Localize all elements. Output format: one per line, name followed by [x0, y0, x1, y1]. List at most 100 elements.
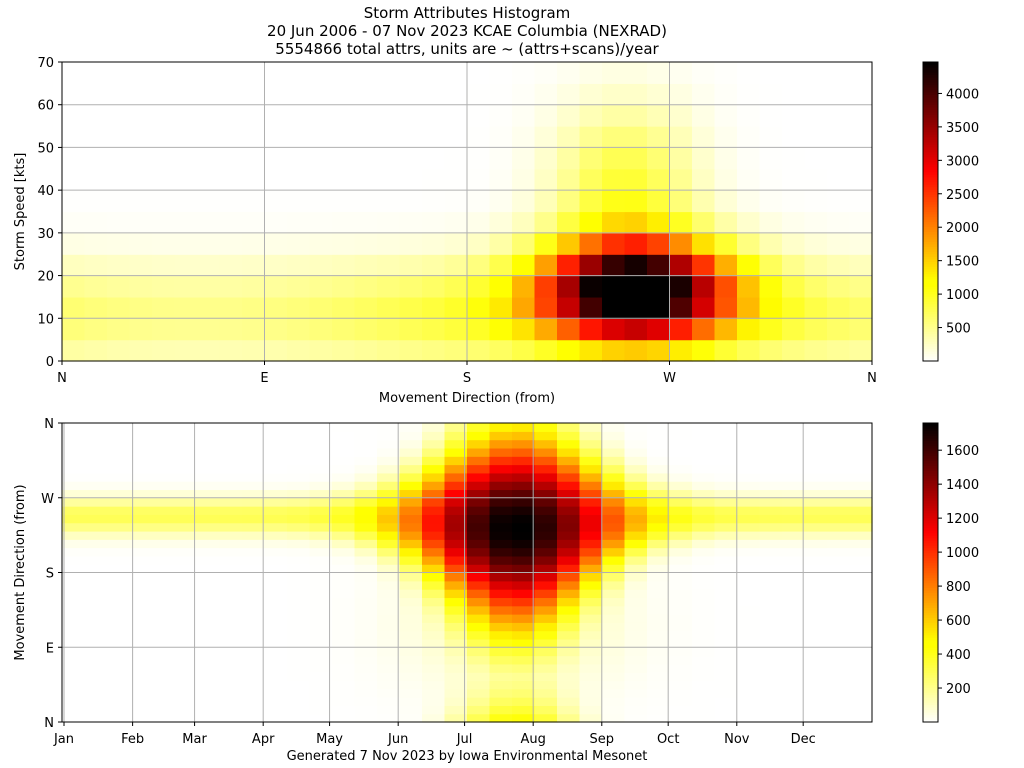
- colorbar-tick-label: 1000: [946, 288, 979, 303]
- heatmap-cell: [354, 211, 378, 234]
- heatmap-cell: [107, 447, 131, 457]
- heatmap-cell: [557, 597, 581, 607]
- heatmap-cell: [624, 506, 648, 515]
- heatmap-cell: [557, 614, 581, 623]
- heatmap-cell: [692, 713, 716, 723]
- heatmap-cell: [287, 275, 311, 298]
- colorbar-top-segment: [923, 196, 938, 200]
- heatmap-cell: [669, 104, 693, 127]
- heatmap-cell: [714, 547, 738, 557]
- heatmap-cell: [782, 339, 806, 362]
- heatmap-cell: [804, 296, 828, 319]
- heatmap-cell: [174, 497, 198, 507]
- heatmap-cell: [512, 539, 536, 549]
- colorbar-bottom-segment: [923, 530, 938, 534]
- heatmap-cell: [354, 447, 378, 457]
- heatmap-cell: [692, 168, 716, 191]
- colorbar-bottom-segment: [923, 472, 938, 476]
- heatmap-cell: [287, 168, 311, 191]
- heatmap-cell: [489, 705, 513, 715]
- heatmap-cell: [219, 83, 243, 106]
- heatmap-cell: [737, 447, 761, 457]
- heatmap-cell: [624, 622, 648, 632]
- heatmap-cell: [309, 614, 333, 623]
- heatmap-cell: [264, 232, 288, 255]
- heatmap-cell: [714, 190, 738, 213]
- heatmap-cell: [242, 168, 266, 191]
- heatmap-cell: [534, 688, 558, 698]
- heatmap-cell: [332, 555, 356, 565]
- heatmap-cell: [197, 497, 221, 507]
- heatmap-cell: [107, 539, 131, 549]
- heatmap-cell: [287, 597, 311, 607]
- heatmap-cell: [422, 497, 446, 507]
- heatmap-cell: [377, 62, 401, 84]
- heatmap-cell: [692, 647, 716, 657]
- heatmap-cell: [849, 497, 873, 507]
- heatmap-cell: [624, 672, 648, 682]
- heatmap-cell: [804, 605, 828, 615]
- heatmap-cell: [602, 663, 626, 673]
- heatmap-cell: [692, 296, 716, 319]
- heatmap-cell: [377, 168, 401, 191]
- heatmap-cell: [174, 597, 198, 607]
- colorbar-bottom-segment: [923, 669, 938, 673]
- heatmap-cell: [579, 647, 603, 657]
- heatmap-cell: [242, 697, 266, 706]
- heatmap-cell: [242, 605, 266, 615]
- heatmap-cell: [84, 126, 108, 149]
- heatmap-cell: [399, 514, 423, 524]
- heatmap-cell: [782, 62, 806, 84]
- colorbar-bottom-segment: [923, 480, 938, 484]
- heatmap-cell: [62, 672, 86, 682]
- heatmap-cell: [107, 318, 131, 341]
- colorbar-bottom-segment: [923, 445, 938, 449]
- heatmap-cell: [512, 680, 536, 690]
- heatmap-cell: [62, 318, 86, 341]
- heatmap-cell: [624, 614, 648, 623]
- heatmap-cell: [354, 439, 378, 449]
- heatmap-cell: [332, 489, 356, 499]
- heatmap-cell: [129, 530, 153, 540]
- heatmap-cell: [849, 506, 873, 515]
- heatmap-cell: [422, 447, 446, 457]
- heatmap-cell: [849, 522, 873, 532]
- heatmap-cell: [287, 680, 311, 690]
- heatmap-cell: [332, 62, 356, 84]
- heatmap-cell: [197, 663, 221, 673]
- colorbar-bottom-segment: [923, 535, 938, 539]
- colorbar-bottom-segment: [923, 634, 938, 638]
- heatmap-cell: [152, 497, 176, 507]
- heatmap-cell: [444, 439, 468, 449]
- heatmap-cell: [849, 439, 873, 449]
- heatmap-cell: [647, 530, 671, 540]
- heatmap-cell: [309, 254, 333, 277]
- heatmap-cell: [534, 663, 558, 673]
- heatmap-cell: [264, 622, 288, 632]
- heatmap-cell: [309, 514, 333, 524]
- heatmap-cell: [309, 630, 333, 640]
- colorbar-top-segment: [923, 226, 938, 230]
- heatmap-cell: [399, 489, 423, 499]
- heatmap-cell: [354, 638, 378, 648]
- colorbar-top-segment: [923, 209, 938, 213]
- heatmap-cell: [512, 104, 536, 127]
- colorbar-bottom-segment: [923, 542, 938, 546]
- heatmap-cell: [354, 514, 378, 524]
- heatmap-cell: [782, 506, 806, 515]
- heatmap-cell: [264, 497, 288, 507]
- heatmap-cell: [377, 423, 401, 432]
- heatmap-cell: [714, 555, 738, 565]
- heatmap-cell: [804, 647, 828, 657]
- heatmap-cell: [692, 655, 716, 665]
- heatmap-cell: [219, 630, 243, 640]
- heatmap-cell: [197, 638, 221, 648]
- heatmap-cell: [827, 168, 851, 191]
- colorbar-bottom-segment: [923, 584, 938, 589]
- colorbar-top-segment: [923, 328, 938, 332]
- heatmap-cell: [602, 697, 626, 706]
- heatmap-cell: [782, 614, 806, 623]
- heatmap-cell: [849, 647, 873, 657]
- heatmap-cell: [579, 275, 603, 298]
- colorbar-bottom-segment: [923, 662, 938, 666]
